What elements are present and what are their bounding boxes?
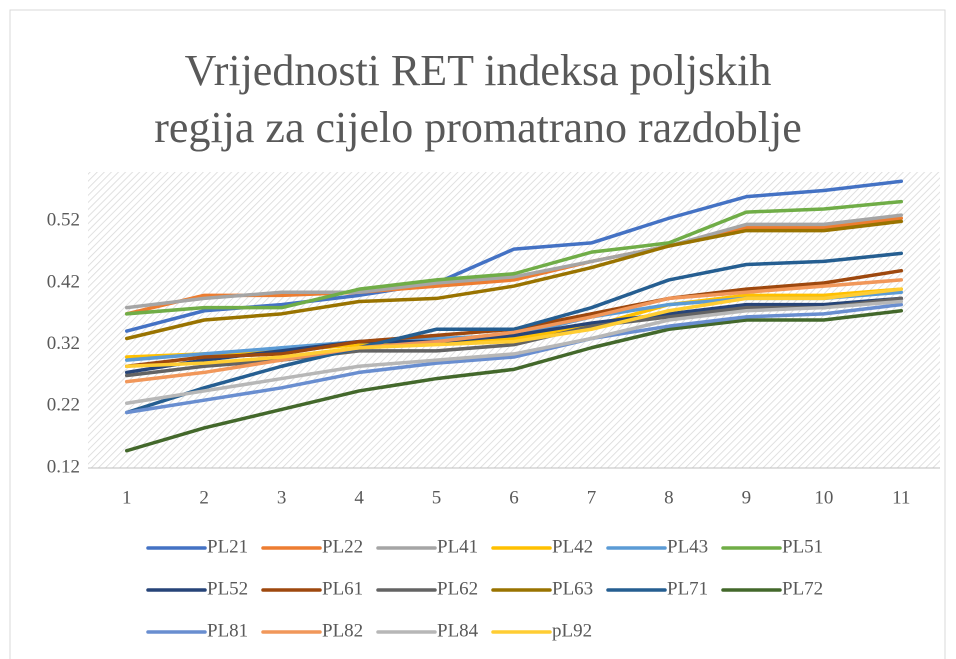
legend-label: PL81: [207, 620, 248, 641]
legend-label: PL71: [667, 578, 708, 599]
series-line: [124, 296, 904, 378]
x-tick-label: 3: [277, 487, 287, 508]
legend-label: PL82: [322, 620, 363, 641]
legend-label: PL22: [322, 536, 363, 557]
series-line: [124, 299, 904, 405]
x-tick-label: 9: [742, 487, 752, 508]
series-line: [124, 287, 904, 368]
y-tick-label: 0.52: [47, 210, 80, 231]
series-line: [124, 251, 904, 415]
legend-label: PL72: [782, 578, 823, 599]
legend-label: PL51: [782, 536, 823, 557]
x-tick-label: 10: [814, 487, 833, 508]
legend-label: PL41: [437, 536, 478, 557]
legend-label: PL61: [322, 578, 363, 599]
y-tick-label: 0.12: [47, 456, 80, 477]
y-tick-label: 0.42: [47, 271, 80, 292]
legend-label: pL92: [552, 620, 592, 641]
chart-title: regija za cijelo promatrano razdoblje: [154, 103, 801, 152]
legend-label: PL63: [552, 578, 593, 599]
x-tick-label: 6: [509, 487, 519, 508]
x-tick-label: 11: [892, 487, 910, 508]
x-tick-label: 2: [199, 487, 209, 508]
legend-label: PL21: [207, 536, 248, 557]
legend-label: PL84: [437, 620, 479, 641]
x-tick-label: 5: [432, 487, 442, 508]
legend-label: PL42: [552, 536, 593, 557]
y-tick-label: 0.32: [47, 333, 80, 354]
x-tick-label: 1: [122, 487, 132, 508]
series-line: [124, 278, 904, 384]
series-line: [124, 309, 904, 453]
x-tick-label: 8: [664, 487, 674, 508]
series-line: [124, 287, 904, 359]
x-tick-label: 4: [354, 487, 364, 508]
legend-label: PL43: [667, 536, 708, 557]
legend-label: PL52: [207, 578, 248, 599]
series-line: [124, 302, 904, 415]
x-tick-label: 7: [587, 487, 597, 508]
legend-label: PL62: [437, 578, 478, 599]
series-line: [124, 213, 904, 310]
chart-title: Vrijednosti RET indeksa poljskih: [185, 46, 772, 95]
series-line: [124, 219, 904, 341]
series-line: [124, 199, 904, 316]
y-tick-label: 0.22: [47, 395, 80, 416]
